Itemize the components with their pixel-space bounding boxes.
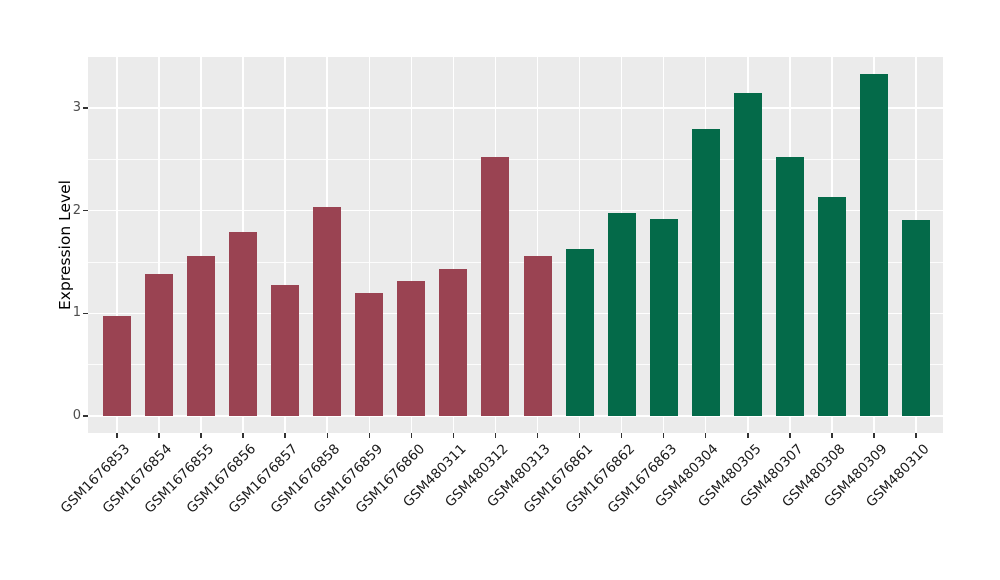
plot-panel [88,57,943,433]
y-tick-label: 0 [72,408,81,423]
bar-GSM480309 [859,74,888,416]
bar-GSM1676860 [397,281,426,416]
x-tick-mark [242,433,244,438]
bar-GSM1676859 [355,292,384,416]
gridline-vertical [200,57,202,433]
bar-GSM1676856 [229,232,258,416]
x-tick-mark [915,433,917,438]
x-tick-mark [662,433,665,438]
bar-GSM1676857 [271,284,300,416]
gridline-vertical [536,57,539,433]
x-tick-mark [284,433,286,438]
gridline-vertical [410,57,413,433]
y-axis-title: Expression Level [56,180,74,310]
bar-GSM480305 [733,92,762,416]
bar-GSM480312 [481,157,510,416]
x-tick-mark [368,433,371,438]
bar-GSM1676853 [103,316,131,416]
x-tick-mark [620,433,623,438]
x-tick-mark [578,433,581,438]
gridline-vertical [116,57,118,433]
gridline-vertical [284,57,286,433]
gridline-vertical [578,57,581,433]
x-tick-mark [704,433,707,438]
gridline-minor [88,364,943,366]
x-tick-mark [410,433,413,438]
x-tick-mark [873,433,875,438]
bar-GSM1676854 [145,274,174,416]
gridline-major [88,107,943,109]
gridline-vertical [158,57,160,433]
gridline-vertical [368,57,371,433]
bar-GSM1676858 [313,206,342,416]
x-tick-mark [536,433,539,438]
gridline-minor [88,261,943,263]
y-tick-label: 3 [72,99,81,115]
y-tick-mark [83,415,88,417]
y-tick-mark [83,312,88,315]
gridline-minor [88,158,943,160]
x-tick-mark [831,433,833,438]
x-tick-mark [200,433,202,438]
y-tick-mark [83,209,88,212]
x-tick-mark [158,433,160,438]
bar-GSM1676855 [187,255,216,416]
y-tick-label: 1 [72,305,81,321]
x-tick-mark [494,433,497,438]
gridline-major [88,312,943,315]
gridline-major [88,415,943,417]
x-tick-mark [326,433,328,438]
x-tick-mark [747,433,749,438]
bar-GSM1676862 [607,212,636,416]
bar-GSM1676861 [565,248,594,416]
bar-GSM480310 [901,219,930,416]
bar-GSM480313 [523,255,552,416]
bar-GSM1676863 [649,218,678,416]
gridline-major [88,209,943,212]
bar-GSM480311 [439,269,468,416]
y-tick-label: 2 [72,202,81,218]
y-tick-mark [83,107,88,109]
x-tick-mark [452,433,455,438]
x-tick-mark [116,433,118,438]
bar-GSM480307 [775,157,804,416]
x-tick-mark [789,433,791,438]
bar-GSM480308 [817,197,846,416]
bar-GSM480304 [691,129,720,416]
gridline-vertical [452,57,455,433]
